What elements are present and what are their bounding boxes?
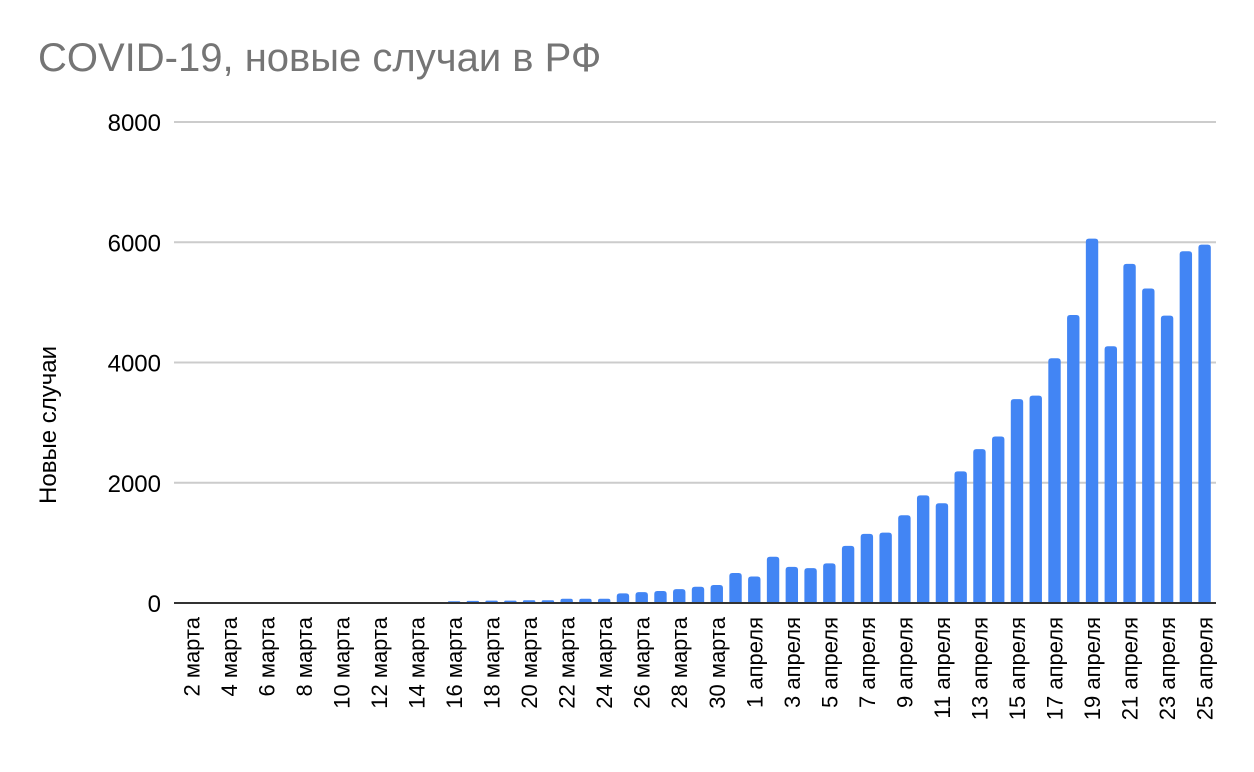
x-tick-label: 16 марта bbox=[442, 616, 467, 709]
y-tick-label: 2000 bbox=[108, 471, 161, 498]
bars bbox=[447, 238, 1211, 604]
bar bbox=[973, 449, 986, 603]
x-tick-label: 26 марта bbox=[630, 616, 655, 709]
y-tick-label: 0 bbox=[148, 591, 161, 618]
bar bbox=[1104, 346, 1117, 603]
bar bbox=[766, 556, 780, 603]
bar bbox=[841, 545, 855, 603]
bar bbox=[597, 598, 611, 603]
x-tick-label: 28 марта bbox=[667, 616, 692, 709]
gridlines bbox=[174, 121, 1216, 484]
x-tick-label: 9 апреля bbox=[892, 617, 917, 708]
x-tick-label: 3 апреля bbox=[780, 617, 805, 708]
bar bbox=[654, 590, 667, 603]
x-tick-label: 24 марта bbox=[592, 616, 617, 709]
bar bbox=[992, 436, 1005, 603]
y-tick-label: 8000 bbox=[108, 110, 161, 137]
bar bbox=[1160, 315, 1174, 603]
bar bbox=[898, 515, 911, 603]
bar bbox=[785, 566, 799, 603]
bar bbox=[729, 572, 742, 603]
bar bbox=[916, 495, 930, 603]
bar bbox=[935, 503, 949, 603]
x-tick-label: 12 марта bbox=[367, 616, 392, 709]
bar bbox=[710, 584, 723, 603]
x-tick-label: 14 марта bbox=[405, 616, 430, 709]
x-tick-label: 2 марта bbox=[179, 616, 204, 696]
bar bbox=[673, 589, 686, 603]
x-tick-label: 30 марта bbox=[705, 616, 730, 709]
x-tick-label: 21 апреля bbox=[1118, 617, 1143, 720]
x-tick-label: 10 марта bbox=[329, 616, 354, 709]
bar bbox=[879, 532, 892, 603]
bar bbox=[1010, 399, 1024, 603]
x-tick-label: 15 апреля bbox=[1005, 617, 1030, 720]
x-tick-label: 8 марта bbox=[292, 616, 317, 696]
x-tick-label: 17 апреля bbox=[1043, 617, 1068, 720]
x-tick-label: 18 марта bbox=[480, 616, 505, 709]
x-tick-label: 13 апреля bbox=[967, 617, 992, 720]
bar bbox=[1179, 251, 1193, 604]
x-tick-label: 19 апреля bbox=[1080, 617, 1105, 720]
chart-title: COVID-19, новые случаи в РФ bbox=[38, 36, 602, 80]
bar bbox=[560, 598, 573, 603]
y-tick-label: 4000 bbox=[108, 351, 161, 378]
x-tick-label: 22 марта bbox=[555, 616, 580, 709]
bar bbox=[579, 598, 592, 603]
bar bbox=[804, 568, 817, 603]
bar bbox=[1123, 263, 1136, 603]
x-tick-label: 7 апреля bbox=[855, 617, 880, 708]
bar bbox=[1198, 244, 1211, 603]
bar bbox=[748, 576, 761, 603]
bar bbox=[691, 586, 705, 603]
x-tick-label: 1 апреля bbox=[742, 617, 767, 708]
bar bbox=[1142, 288, 1155, 603]
x-tick-label: 4 марта bbox=[217, 616, 242, 696]
x-tick-label: 20 марта bbox=[517, 616, 542, 709]
bar bbox=[1085, 238, 1099, 603]
x-tick-label: 25 апреля bbox=[1193, 617, 1218, 720]
bar bbox=[1029, 395, 1042, 603]
y-axis-ticks: 0 2000 4000 6000 8000 bbox=[108, 110, 161, 618]
y-tick-label: 6000 bbox=[108, 230, 161, 257]
x-tick-label: 23 апреля bbox=[1155, 617, 1180, 720]
bar bbox=[616, 593, 630, 603]
bar bbox=[1048, 358, 1061, 603]
bar bbox=[1067, 315, 1080, 603]
bar bbox=[860, 533, 874, 603]
bar bbox=[635, 592, 648, 603]
bar bbox=[823, 563, 836, 603]
x-tick-label: 11 апреля bbox=[930, 617, 955, 719]
x-tick-label: 5 апреля bbox=[817, 617, 842, 708]
x-axis-ticks: 2 марта 4 марта 6 марта 8 марта 10 марта 12 м… bbox=[179, 616, 1217, 720]
x-tick-label: 6 марта bbox=[254, 616, 279, 696]
bar bbox=[954, 471, 967, 603]
